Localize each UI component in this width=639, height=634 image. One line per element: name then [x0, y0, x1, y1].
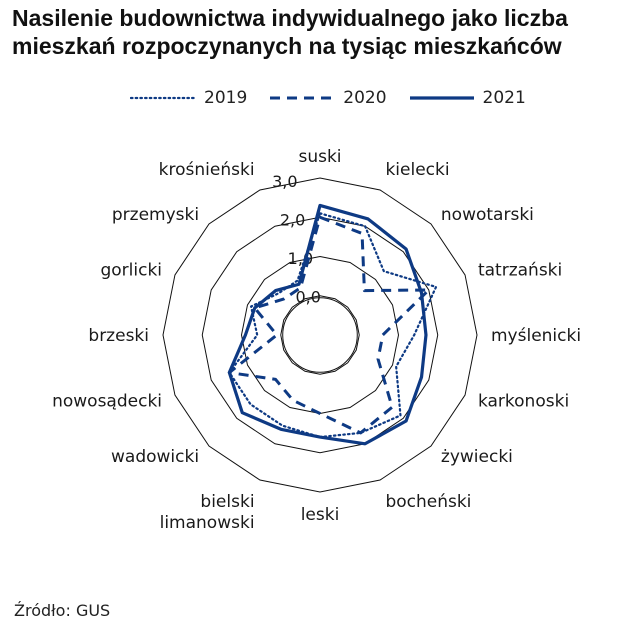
- category-label: nowosądecki: [52, 391, 162, 411]
- category-label: karkonoski: [478, 391, 569, 411]
- category-label: gorlicki: [100, 261, 162, 281]
- series-line-2020: [227, 215, 431, 435]
- legend-swatch-dotted: [130, 96, 196, 100]
- source-note: Źródło: GUS: [14, 601, 111, 620]
- chart-title: Nasilenie budownictwa indywidualnego jak…: [12, 4, 632, 60]
- tick-label: 0,0: [295, 288, 320, 307]
- category-label: suski: [298, 147, 341, 167]
- chart-title-line2: mieszkań rozpoczynanych na tysiąc mieszk…: [12, 33, 562, 59]
- category-label: brzeski: [88, 326, 149, 346]
- legend-swatch-dashed: [270, 96, 335, 100]
- legend-item-2019: 2019: [130, 88, 247, 108]
- category-label: nowotarski: [441, 205, 534, 225]
- category-label: leski: [301, 505, 340, 525]
- legend-swatch-solid: [409, 96, 474, 100]
- category-label: bocheński: [385, 492, 471, 512]
- legend-item-2020: 2020: [269, 88, 387, 108]
- category-label: żywiecki: [441, 447, 513, 467]
- legend-label-2019: 2019: [204, 88, 248, 108]
- legend-label-2021: 2021: [482, 88, 526, 108]
- tick-label: 3,0: [272, 172, 297, 191]
- legend-label-2020: 2020: [343, 88, 387, 108]
- grid-ring-2: [201, 216, 439, 454]
- series-line-2021: [227, 203, 428, 446]
- grid-ring-0: [280, 295, 360, 375]
- legend-item-2021: 2021: [409, 88, 526, 108]
- grid-ring-3: [162, 177, 478, 493]
- tick-label: 2,0: [280, 211, 305, 230]
- chart-title-line1: Nasilenie budownictwa indywidualnego jak…: [12, 5, 568, 31]
- chart-legend: 2019 2020 2021: [130, 86, 548, 110]
- category-label: przemyski: [112, 205, 199, 225]
- grid-inner-circle: [282, 297, 358, 373]
- category-label: myślenicki: [491, 326, 581, 346]
- category-label: bielski limanowski: [160, 492, 255, 533]
- category-label: krośnieński: [159, 160, 255, 180]
- category-label: wadowicki: [111, 447, 199, 467]
- category-label: tatrzański: [478, 261, 562, 281]
- category-label: kielecki: [385, 160, 449, 180]
- grid-ring-1: [240, 255, 400, 415]
